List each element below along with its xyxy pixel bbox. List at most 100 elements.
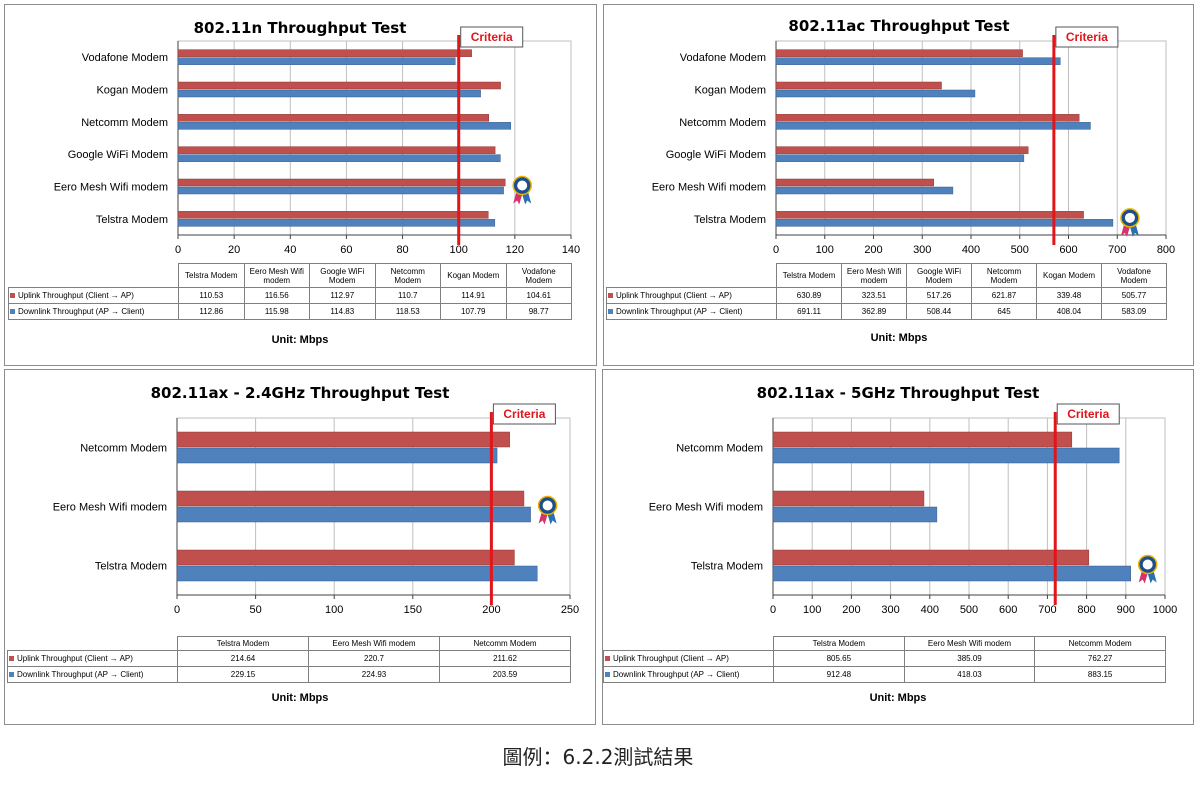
x-tick-label: 0: [175, 244, 181, 256]
badge-center: [517, 180, 528, 191]
table-corner: [606, 263, 777, 288]
table-cell: 203.59: [439, 666, 571, 683]
table-row: Downlink Throughput (AP → Client) 229.15 2…: [7, 666, 571, 683]
table-cell: 229.15: [177, 666, 309, 683]
table-header-row: Telstra Modem Eero Mesh Wifi modem Google …: [606, 263, 1167, 288]
table-header-cell: Vodafone Modem: [505, 263, 572, 288]
chart-panel-80211n: 802.11n Throughput Test 0 20 40 60 80 100 120 14…: [4, 4, 597, 366]
table-header-cell: Kogan Modem: [440, 263, 507, 288]
table-cell: 115.98: [243, 303, 310, 320]
category-label: Netcomm Modem: [676, 443, 763, 455]
legend-swatch: [605, 656, 610, 662]
table-corner: [8, 263, 179, 288]
category-label: Google WiFi Modem: [666, 149, 766, 161]
table-header-row: Telstra Modem Eero Mesh Wifi modem Google …: [8, 263, 572, 288]
table-cell: 583.09: [1101, 303, 1167, 320]
bar-downlink: [775, 122, 1091, 130]
chart-svg: 802.11ax - 5GHz Throughput Test 0 100 200 30…: [649, 384, 1178, 704]
table-header-cell: Google WiFi Modem: [906, 263, 972, 288]
table-row: Downlink Throughput (AP → Client) 691.11 3…: [606, 303, 1167, 320]
table-cell: 214.64: [177, 650, 309, 667]
series-label: Uplink Throughput (Client → AP): [8, 287, 179, 304]
bar-uplink: [176, 431, 510, 448]
table-header-cell: Kogan Modem: [1036, 263, 1102, 288]
bar-uplink: [775, 49, 1023, 57]
chart-title: 802.11ac Throughput Test: [788, 17, 1009, 35]
table-header-cell: Netcomm Modem: [1034, 636, 1166, 651]
x-tick-label: 0: [773, 244, 779, 256]
table-header-cell: Google WiFi Modem: [309, 263, 376, 288]
x-tick-label: 50: [249, 604, 261, 616]
x-tick-label: 700: [1108, 244, 1126, 256]
category-label: Kogan Modem: [694, 85, 766, 97]
unit-label: Unit: Mbps: [272, 334, 329, 346]
series-label: Uplink Throughput (Client → AP): [603, 650, 774, 667]
series-label: Uplink Throughput (Client → AP): [606, 287, 777, 304]
badge-center: [542, 500, 553, 511]
x-tick-label: 200: [864, 244, 882, 256]
x-tick-label: 100: [325, 604, 343, 616]
category-label: Telstra Modem: [95, 561, 167, 573]
x-tick-label: 20: [228, 244, 240, 256]
table-cell: 104.61: [505, 287, 572, 304]
category-label: Eero Mesh Wifi modem: [649, 502, 763, 514]
criteria-label: Criteria: [1067, 407, 1109, 421]
x-tick-label: 900: [1117, 604, 1135, 616]
table-header-cell: Telstra Modem: [177, 636, 309, 651]
badge-ribbon-right: [547, 512, 557, 525]
table-cell: 339.48: [1036, 287, 1102, 304]
table-cell: 118.53: [374, 303, 441, 320]
table-cell: 645: [971, 303, 1037, 320]
chart-title: 802.11n Throughput Test: [194, 19, 407, 37]
x-tick-label: 100: [816, 244, 834, 256]
bar-downlink: [176, 565, 538, 582]
table-cell: 408.04: [1036, 303, 1102, 320]
x-tick-label: 120: [506, 244, 524, 256]
series-label: Downlink Throughput (AP → Client): [8, 303, 179, 320]
table-header-cell: Netcomm Modem: [374, 263, 441, 288]
table-cell: 508.44: [906, 303, 972, 320]
table-row: Downlink Throughput (AP → Client) 912.48 4…: [603, 666, 1166, 683]
table-cell: 112.97: [309, 287, 376, 304]
bar-uplink: [176, 549, 515, 566]
bar-uplink: [177, 49, 472, 57]
table-cell: 883.15: [1034, 666, 1166, 683]
bar-uplink: [177, 178, 506, 187]
table-header-cell: Eero Mesh Wifi modem: [243, 263, 310, 288]
bar-downlink: [177, 186, 504, 195]
legend-swatch: [608, 293, 613, 299]
table-cell: 220.7: [308, 650, 440, 667]
legend-swatch: [608, 309, 613, 315]
table-cell: 224.93: [308, 666, 440, 683]
chart-svg: 802.11n Throughput Test 0 20 40 60 80 100 120 14…: [54, 19, 580, 346]
x-tick-label: 600: [1059, 244, 1077, 256]
x-tick-label: 40: [284, 244, 296, 256]
x-tick-label: 100: [450, 244, 468, 256]
x-tick-label: 140: [562, 244, 580, 256]
award-badge-icon: [537, 495, 558, 525]
legend-swatch: [10, 293, 15, 299]
badge-ribbon-left: [1138, 571, 1148, 584]
category-label: Eero Mesh Wifi modem: [54, 182, 168, 194]
criteria-box: [1056, 403, 1120, 425]
figure-caption: 圖例：6.2.2測試結果: [502, 745, 694, 769]
chart-title: 802.11ax - 5GHz Throughput Test: [757, 384, 1040, 402]
bar-downlink: [775, 219, 1114, 227]
bar-uplink: [775, 81, 942, 90]
table-header-cell: Telstra Modem: [178, 263, 245, 288]
legend-swatch: [605, 672, 610, 678]
x-tick-label: 300: [913, 244, 931, 256]
table-header-cell: Netcomm Modem: [439, 636, 571, 651]
category-label: Netcomm Modem: [80, 443, 167, 455]
bar-downlink: [177, 57, 456, 65]
bar-uplink: [775, 211, 1084, 219]
series-label: Downlink Throughput (AP → Client): [606, 303, 777, 320]
table-header-cell: Eero Mesh Wifi modem: [903, 636, 1036, 651]
x-tick-label: 400: [962, 244, 980, 256]
bar-downlink: [775, 89, 976, 98]
legend-swatch: [10, 309, 15, 315]
unit-label: Unit: Mbps: [272, 692, 329, 704]
chart-title: 802.11ax - 2.4GHz Throughput Test: [151, 384, 450, 402]
table-cell: 691.11: [776, 303, 842, 320]
data-table: Telstra Modem Eero Mesh Wifi modem Google …: [8, 263, 572, 320]
